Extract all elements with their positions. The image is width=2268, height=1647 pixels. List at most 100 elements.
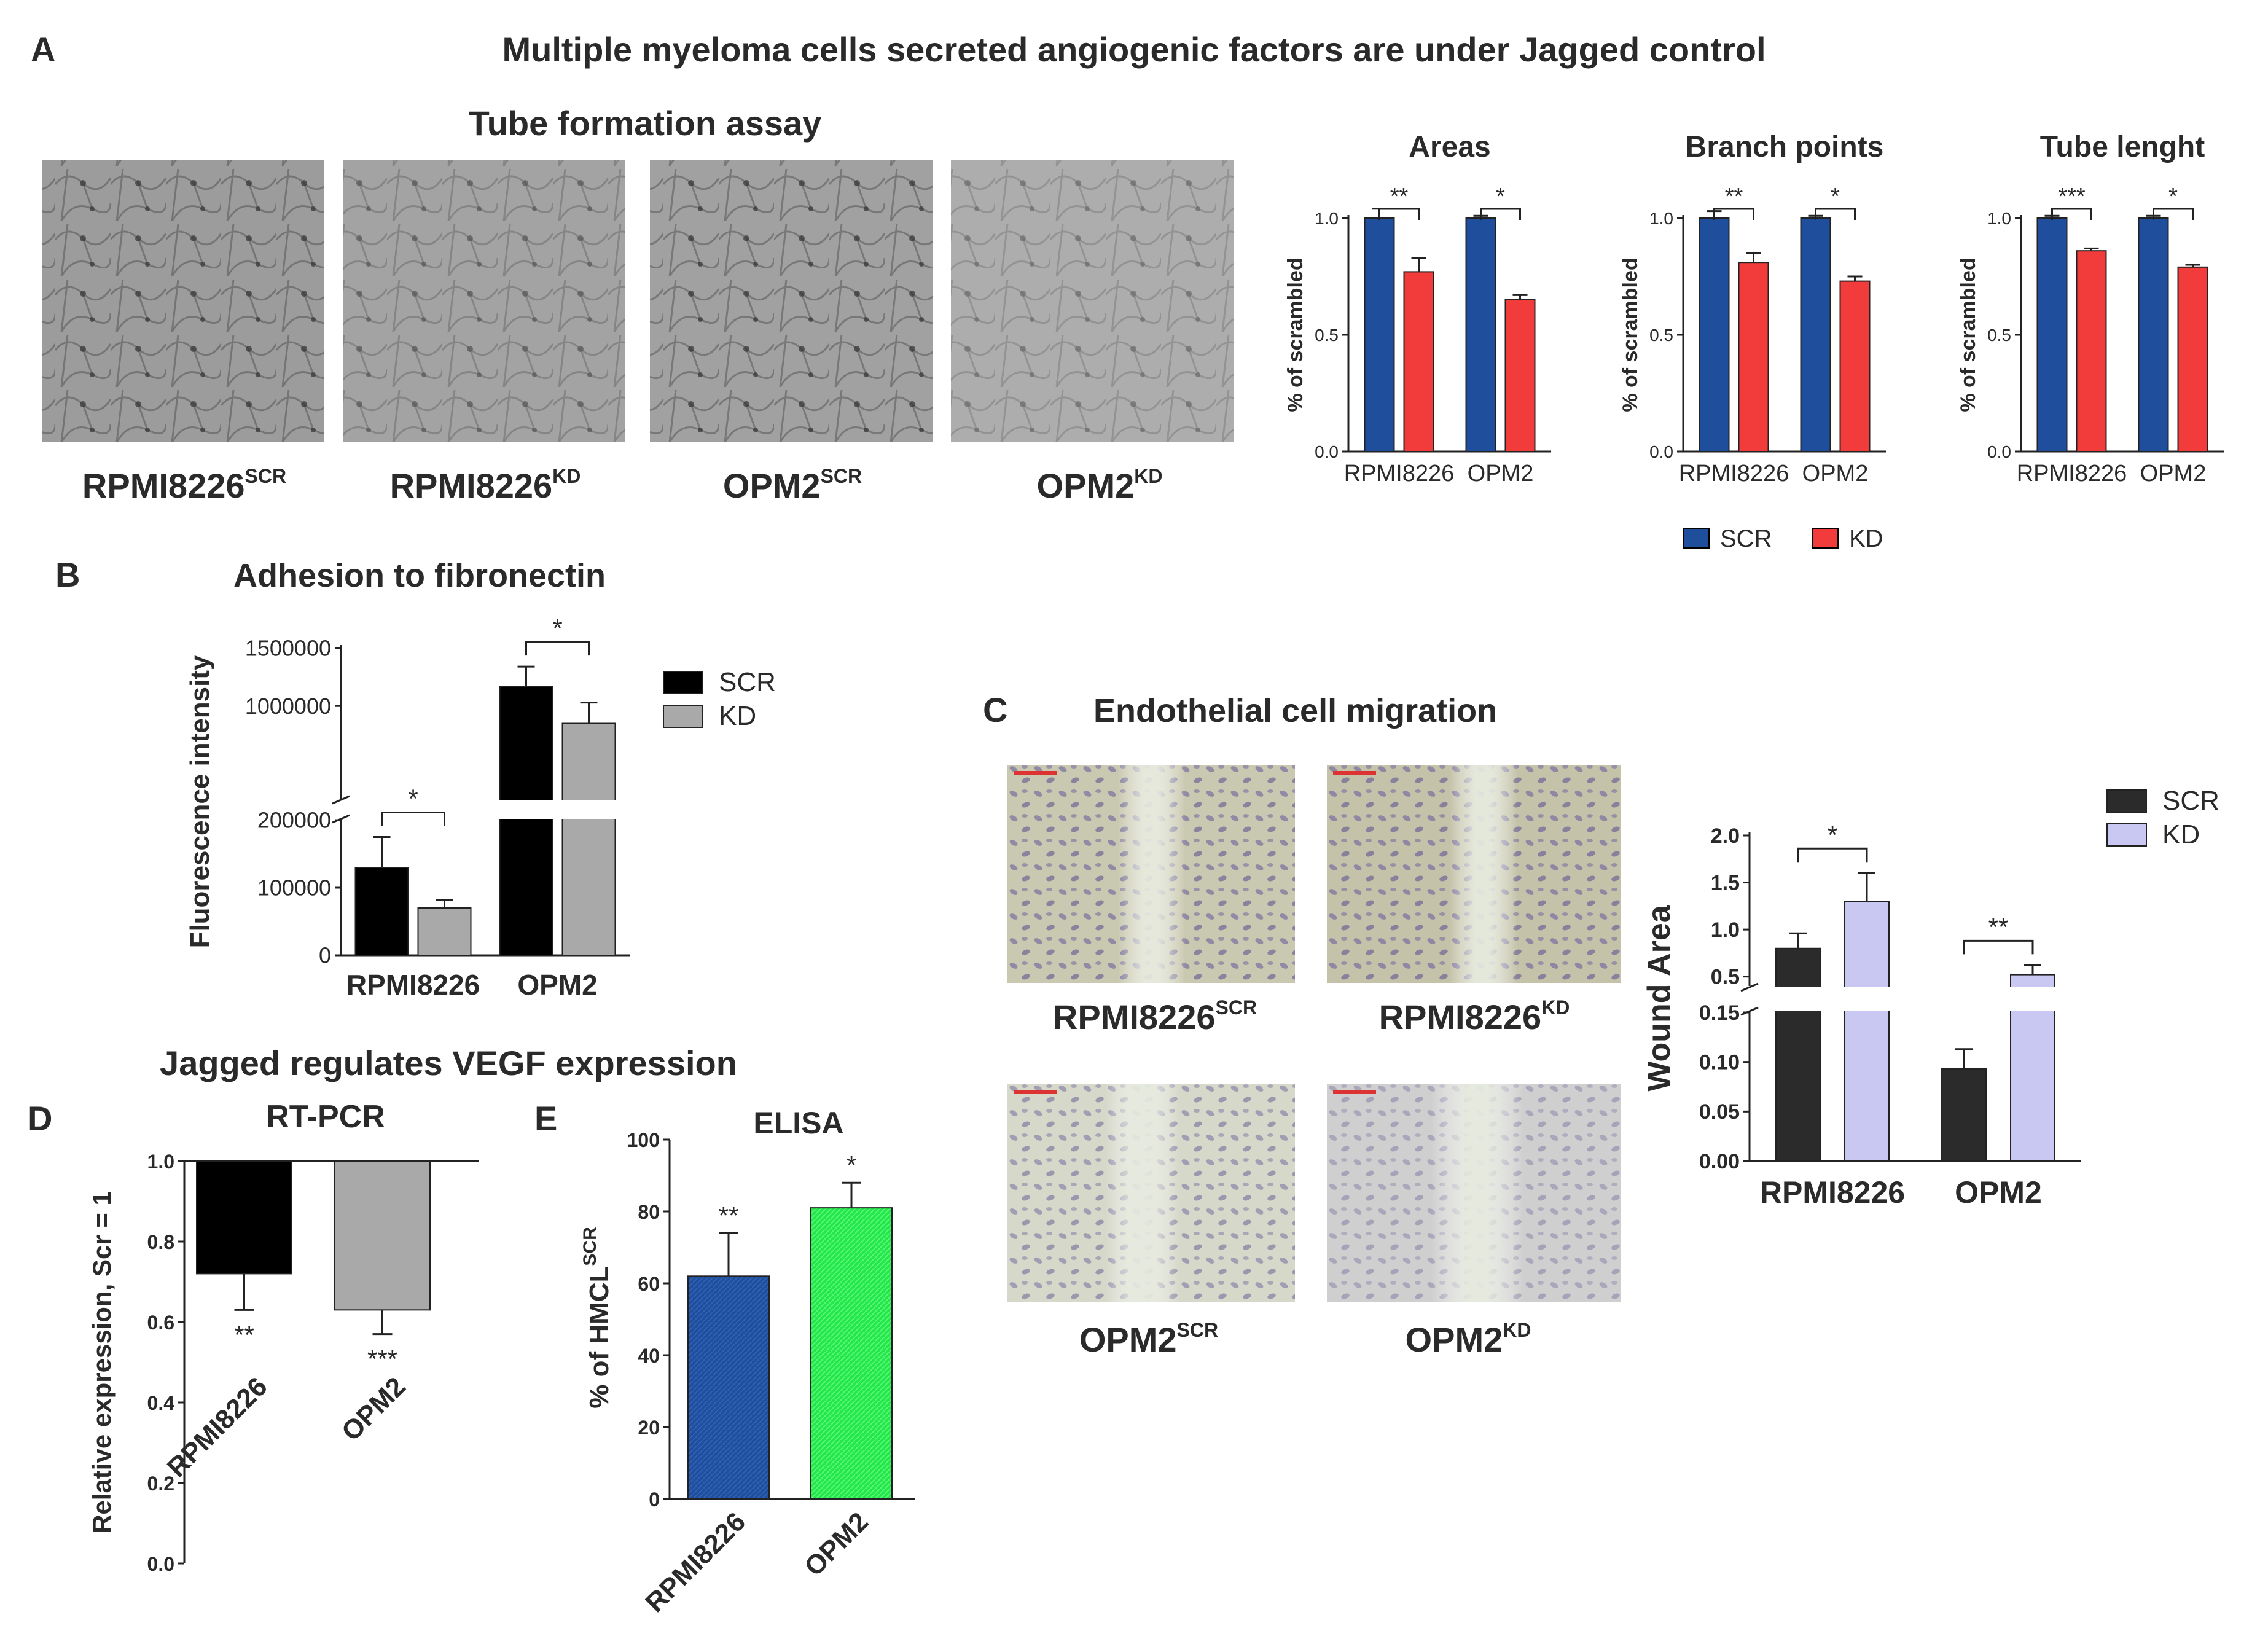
legend-label-scr: SCR <box>1720 525 1772 552</box>
legend-label-kd: KD <box>1849 525 1883 552</box>
chart-title: Areas <box>1409 131 1490 163</box>
significance-bracket <box>2051 208 2092 220</box>
significance-mark: ** <box>1390 184 1409 209</box>
x-tick-label: OPM2 <box>1468 461 1534 487</box>
panel-letter-d: D <box>28 1099 52 1138</box>
bar-scr-opm2 <box>1941 1068 1987 1162</box>
y-axis-label: % of scrambled <box>1619 257 1642 412</box>
bar-scr-rpmi8226 <box>1775 947 1821 1162</box>
x-tick-label: RPMI8226 <box>639 1506 751 1618</box>
bar-scr-opm2 <box>2138 217 2169 452</box>
micrograph-a4-label: OPM2KD <box>1037 465 1163 505</box>
y-tick-label: 0.0 <box>1315 442 1339 461</box>
micrograph-c1-label: RPMI8226SCR <box>1053 996 1257 1036</box>
y-tick-label: 0 <box>649 1489 660 1511</box>
y-tick-label: 40 <box>638 1345 660 1367</box>
x-tick-label: RPMI8226 <box>1344 461 1455 487</box>
micrograph-a1-label: RPMI8226SCR <box>82 465 286 505</box>
micrograph-c1 <box>1007 765 1295 983</box>
significance-bracket <box>381 812 445 826</box>
y-tick-label: 0.5 <box>1987 326 2011 345</box>
bar-kd-rpmi8226 <box>1738 262 1769 452</box>
y-tick-label: 80 <box>638 1201 660 1223</box>
x-tick-label: RPMI8226 <box>1760 1175 1905 1210</box>
significance-bracket <box>1815 208 1856 220</box>
panel-a-heading: Tube formation assay <box>469 104 822 143</box>
significance-bracket <box>2153 208 2194 220</box>
panel-letter-e: E <box>534 1099 557 1138</box>
panel-c-micrographs <box>1007 765 1621 1302</box>
significance-mark: * <box>552 614 562 643</box>
y-axis-label: % of scrambled <box>1284 257 1307 412</box>
legend-swatch-scr <box>663 671 703 694</box>
bar-break-gap <box>561 800 617 819</box>
bar-opm2 <box>334 1160 431 1311</box>
y-tick-label: 1.0 <box>1987 209 2011 228</box>
chart-title: RT-PCR <box>266 1099 385 1135</box>
micrograph-c3-label: OPM2SCR <box>1079 1319 1218 1359</box>
bar-scr-rpmi8226 <box>1364 217 1395 452</box>
x-tick-label: OPM2 <box>1955 1175 2042 1210</box>
chart-rt-pcr: RT-PCR 0.0 0.2 0.4 0.6 0.8 1.0 Relative express… <box>87 1099 479 1575</box>
legend-label-kd: KD <box>719 701 756 731</box>
micrograph-c2-label: RPMI8226KD <box>1379 996 1570 1036</box>
x-tick-label: OPM2 <box>1802 461 1869 487</box>
figure-title: Multiple myeloma cells secreted angiogen… <box>502 30 1766 69</box>
y-tick-label: 0.4 <box>147 1392 175 1414</box>
chart-elisa: ELISA 0 20 40 60 80 100 % of HMCLSCR ** RPMI8226 *… <box>580 1106 915 1618</box>
micrograph-a1 <box>42 160 324 442</box>
panel-c-heading: Endothelial cell migration <box>1093 692 1497 729</box>
panel-letter-c: C <box>983 690 1007 729</box>
y-tick-label: 0.2 <box>147 1473 174 1495</box>
chart-areas: Areas 0.0 0.5 1.0 % of scrambled RPMI8226 ** OP… <box>1284 131 1551 487</box>
bar-scr-opm2 <box>499 686 553 956</box>
y-axis-label: Fluorescence intensity <box>185 655 215 948</box>
micrograph-c4 <box>1327 1084 1621 1302</box>
y-tick-label: 0.5 <box>1711 966 1740 989</box>
legend-swatch-scr <box>2106 789 2147 813</box>
panel-de-heading: Jagged regulates VEGF expression <box>160 1044 737 1082</box>
significance-mark: * <box>847 1151 856 1180</box>
chart-wound-area: 0.00 0.05 0.10 0.15 0.5 1.0 1.5 2.0 Wound Area RP… <box>1641 786 2219 1210</box>
bar-opm2 <box>810 1207 893 1500</box>
axis-break-mark <box>332 795 350 805</box>
micrograph-a2-label: RPMI8226KD <box>390 465 581 505</box>
bar-kd-opm2 <box>561 722 616 956</box>
axis-break-mark <box>1740 982 1759 992</box>
y-tick-label: 0.5 <box>1315 326 1339 345</box>
x-tick-label: RPMI8226 <box>162 1371 273 1483</box>
bar-kd-rpmi8226 <box>1844 901 1890 1162</box>
y-axis-label: Relative expression, Scr = 1 <box>87 1191 116 1533</box>
x-tick-label: OPM2 <box>336 1371 412 1447</box>
y-tick-label: 0.00 <box>1699 1150 1740 1173</box>
bar-kd-rpmi8226 <box>417 907 472 956</box>
bar-scr-rpmi8226 <box>354 867 409 956</box>
micrograph-a2 <box>343 160 625 442</box>
y-tick-label: 0.10 <box>1699 1051 1740 1074</box>
y-tick-label: 0.5 <box>1649 326 1673 345</box>
significance-bracket <box>1713 208 1754 220</box>
y-tick-label: 1.0 <box>1711 918 1740 942</box>
y-tick-label: 0.0 <box>1987 442 2011 461</box>
x-tick-label: RPMI8226 <box>2017 461 2127 487</box>
significance-mark: * <box>2168 184 2178 209</box>
bar-scr-rpmi8226 <box>1699 217 1730 452</box>
y-tick-label: 1000000 <box>245 694 331 719</box>
significance-bracket <box>1480 208 1521 220</box>
y-tick-label: 200000 <box>257 808 331 833</box>
legend-swatch-kd <box>663 705 703 728</box>
bar-scr-rpmi8226 <box>2036 217 2068 452</box>
significance-mark: *** <box>2058 184 2086 209</box>
y-axis-label: % of HMCLSCR <box>580 1227 614 1409</box>
y-tick-label: 1500000 <box>245 636 331 661</box>
y-tick-label: 2.0 <box>1711 824 1740 848</box>
legend-label-scr: SCR <box>2162 786 2219 816</box>
y-tick-label: 1.0 <box>147 1151 174 1173</box>
micrograph-c4-label: OPM2KD <box>1406 1319 1531 1359</box>
y-axis-label: % of scrambled <box>1957 257 1980 412</box>
bar-kd-opm2 <box>1504 299 1536 452</box>
legend-label-scr: SCR <box>719 667 776 697</box>
y-tick-label: 0.05 <box>1699 1100 1740 1124</box>
y-tick-label: 0.0 <box>1649 442 1673 461</box>
